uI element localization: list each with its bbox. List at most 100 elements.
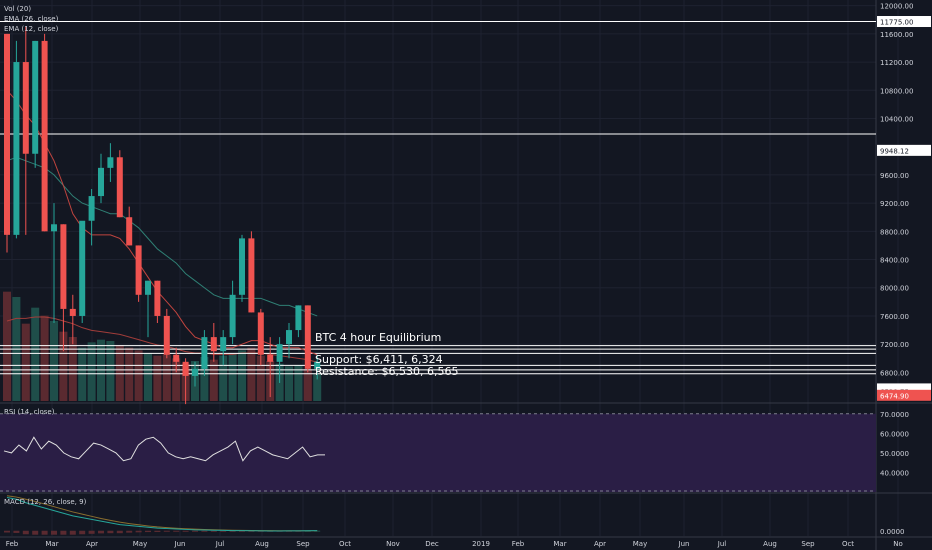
candle[interactable] [201, 330, 208, 376]
candle-body [201, 337, 208, 369]
candle[interactable] [304, 305, 311, 373]
macd-histogram-bar [41, 530, 48, 535]
macd-histogram-bar [192, 530, 198, 532]
candle[interactable] [135, 245, 142, 302]
candle[interactable] [51, 203, 57, 324]
candle[interactable] [60, 224, 67, 352]
candle-body [267, 354, 274, 362]
candle-body [41, 40, 48, 232]
price-tick-label: 8400.00 [880, 257, 909, 265]
candle-body [314, 361, 321, 369]
time-tick-label: Apr [594, 540, 606, 548]
price-tick-label: 12000.00 [880, 3, 913, 11]
candle[interactable] [41, 33, 48, 232]
candle[interactable] [182, 358, 189, 405]
candle[interactable] [126, 206, 133, 246]
candle[interactable] [13, 40, 20, 239]
candle[interactable] [192, 361, 198, 387]
time-tick-label: Mar [553, 540, 566, 548]
candle[interactable] [116, 150, 123, 218]
macd-histogram-bar [79, 530, 86, 535]
volume-bar [209, 359, 218, 401]
candle[interactable] [4, 33, 10, 253]
macd-histogram-bar [201, 530, 208, 532]
macd-histogram-bar [116, 530, 123, 534]
candle-body [295, 305, 302, 331]
time-tick-label: Jun [174, 540, 186, 548]
candle[interactable] [107, 143, 114, 182]
candle-body [126, 217, 133, 246]
legend-ema12: EMA (12, close) [4, 25, 59, 33]
price-tick-label: 11200.00 [880, 59, 913, 67]
candle[interactable] [267, 337, 274, 398]
macd-histogram-bar [154, 530, 161, 532]
candle[interactable] [32, 40, 39, 168]
candle[interactable] [276, 337, 283, 383]
candle-body [32, 40, 39, 154]
time-tick-label: Feb [512, 540, 525, 548]
time-tick-label: Feb [6, 540, 19, 548]
candle[interactable] [145, 280, 151, 338]
volume-bar [162, 354, 171, 401]
candle-body [154, 280, 161, 316]
macd-histogram-bar [229, 530, 236, 532]
macd-histogram-bar [13, 530, 20, 533]
price-tick-label: 8800.00 [880, 228, 909, 236]
volume-bar [134, 350, 143, 401]
time-tick-label: Jul [717, 540, 727, 548]
candle[interactable] [257, 308, 264, 366]
volume-bar [144, 353, 152, 401]
candle[interactable] [210, 323, 217, 362]
price-tick-label: 11600.00 [880, 31, 913, 39]
price-tag-label: 11775.00 [880, 19, 913, 27]
candle[interactable] [239, 234, 245, 302]
time-tick-label: Apr [86, 540, 98, 548]
candle-body [248, 238, 255, 313]
macd-histogram-bar [173, 530, 180, 532]
candle[interactable] [22, 26, 29, 235]
volume-bar [219, 355, 228, 401]
candle[interactable] [286, 323, 292, 359]
candle[interactable] [229, 280, 236, 345]
volume-bar [247, 347, 256, 401]
volume-bar [238, 350, 246, 401]
candle-body [192, 368, 198, 376]
legend-macd: MACD (12, 26, close, 9) [4, 498, 87, 506]
candle-body [69, 308, 76, 316]
volume-bar [313, 374, 322, 401]
macd-histogram-bar [239, 530, 245, 532]
macd-histogram-bar [107, 530, 114, 534]
volume-bar [21, 323, 30, 401]
candle-body [304, 305, 311, 369]
candle-body [276, 344, 283, 362]
level-lines [0, 21, 876, 375]
candle-body [210, 337, 217, 352]
candle[interactable] [88, 189, 95, 246]
candle[interactable] [163, 308, 170, 359]
price-tick-label: 9600.00 [880, 172, 909, 180]
time-tick-label: Jun [678, 540, 690, 548]
macd-histogram-bar [22, 530, 29, 535]
rsi-tick-label: 40.0000 [880, 469, 909, 477]
candle[interactable] [154, 280, 161, 324]
macd-histogram-bar [135, 530, 142, 533]
candle[interactable] [79, 220, 86, 324]
candle[interactable] [98, 153, 104, 204]
macd-histogram-bar [98, 530, 104, 534]
candle[interactable] [69, 294, 76, 345]
time-tick-label: Jul [215, 540, 225, 548]
candle[interactable] [314, 354, 321, 380]
volume-bar [153, 355, 162, 401]
candle[interactable] [295, 305, 302, 338]
candle-body [22, 62, 29, 154]
price-tag-box [877, 16, 931, 28]
ema12-line [6, 89, 318, 356]
rsi-tick-label: 60.0000 [880, 430, 909, 438]
candle[interactable] [173, 347, 180, 373]
macd-histogram-bar [145, 530, 151, 533]
time-axis: Feb Mar Apr May Jun Jul Aug Sep Oct Nov Dec 2019 Feb… [6, 540, 903, 548]
legend-vol: Vol (20) [4, 5, 31, 13]
candle[interactable] [248, 231, 255, 313]
candle[interactable] [220, 330, 227, 366]
